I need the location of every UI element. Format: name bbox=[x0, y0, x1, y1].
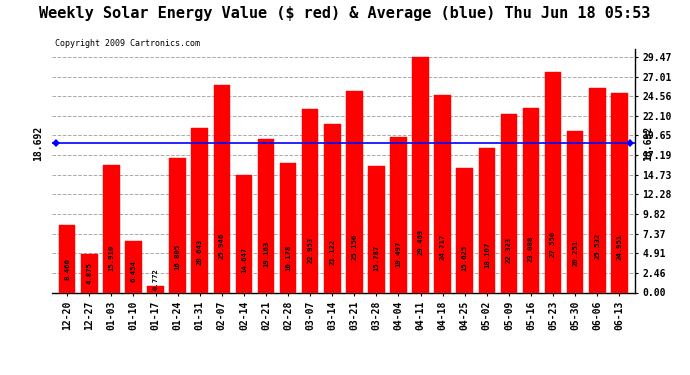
Bar bbox=[147, 286, 164, 292]
Bar bbox=[413, 57, 429, 292]
Bar bbox=[279, 163, 296, 292]
Text: 6.454: 6.454 bbox=[130, 261, 137, 282]
Bar bbox=[324, 124, 340, 292]
Text: 27.550: 27.550 bbox=[550, 231, 556, 257]
Text: Copyright 2009 Cartronics.com: Copyright 2009 Cartronics.com bbox=[55, 39, 199, 48]
Text: 23.088: 23.088 bbox=[528, 236, 534, 262]
Text: 19.497: 19.497 bbox=[395, 240, 402, 267]
Bar bbox=[435, 95, 451, 292]
Bar bbox=[368, 166, 385, 292]
Text: 15.787: 15.787 bbox=[373, 245, 380, 271]
Text: 20.643: 20.643 bbox=[197, 239, 203, 266]
Text: 19.163: 19.163 bbox=[263, 241, 269, 267]
Bar bbox=[567, 130, 584, 292]
Bar bbox=[235, 176, 252, 292]
Bar bbox=[391, 136, 407, 292]
Bar bbox=[501, 114, 518, 292]
Bar bbox=[611, 93, 628, 292]
Bar bbox=[545, 72, 562, 292]
Text: 24.951: 24.951 bbox=[616, 234, 622, 260]
Text: 0.772: 0.772 bbox=[152, 268, 159, 290]
Bar bbox=[125, 241, 141, 292]
Text: 29.469: 29.469 bbox=[417, 228, 424, 255]
Text: 24.717: 24.717 bbox=[440, 234, 446, 261]
Text: 25.532: 25.532 bbox=[594, 233, 600, 260]
Bar bbox=[169, 158, 186, 292]
Text: 4.875: 4.875 bbox=[86, 262, 92, 284]
Bar bbox=[346, 92, 363, 292]
Bar bbox=[257, 140, 274, 292]
Text: 15.625: 15.625 bbox=[462, 245, 468, 272]
Text: 14.647: 14.647 bbox=[241, 246, 247, 273]
Text: 16.805: 16.805 bbox=[175, 244, 181, 270]
Bar bbox=[479, 148, 495, 292]
Text: 20.251: 20.251 bbox=[572, 240, 578, 266]
Bar bbox=[191, 128, 208, 292]
Text: 16.178: 16.178 bbox=[285, 244, 291, 271]
Bar bbox=[302, 109, 318, 292]
Bar bbox=[213, 85, 230, 292]
Text: 22.323: 22.323 bbox=[506, 237, 512, 263]
Bar bbox=[81, 254, 97, 292]
Text: 25.946: 25.946 bbox=[219, 233, 225, 259]
Bar bbox=[523, 108, 540, 292]
Text: 8.466: 8.466 bbox=[64, 258, 70, 280]
Bar bbox=[103, 165, 119, 292]
Text: Weekly Solar Energy Value ($ red) & Average (blue) Thu Jun 18 05:53: Weekly Solar Energy Value ($ red) & Aver… bbox=[39, 6, 651, 21]
Text: 21.122: 21.122 bbox=[329, 238, 335, 265]
Text: 22.953: 22.953 bbox=[307, 236, 313, 262]
Bar bbox=[589, 88, 606, 292]
Text: 18.107: 18.107 bbox=[484, 242, 490, 268]
Text: 18.692: 18.692 bbox=[643, 126, 653, 161]
Text: 25.156: 25.156 bbox=[351, 234, 357, 260]
Text: 18.692: 18.692 bbox=[34, 126, 43, 161]
Text: 15.910: 15.910 bbox=[108, 245, 115, 271]
Bar bbox=[59, 225, 75, 292]
Bar bbox=[457, 168, 473, 292]
